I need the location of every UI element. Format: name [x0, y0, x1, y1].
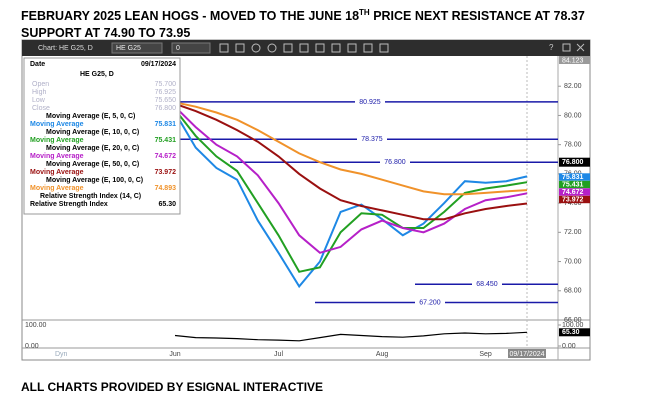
- interval: 0: [176, 45, 180, 52]
- ohlc-label: Close: [32, 105, 50, 112]
- value-tag-label: 75.831: [562, 174, 584, 181]
- x-label-box: [508, 349, 546, 358]
- rsi-tick-label: 100.00: [25, 322, 47, 329]
- level-label: 80.925: [359, 99, 381, 106]
- study-value: 74.893: [155, 185, 177, 192]
- title: PRICE NEXT RESISTANCE AT 78.37 SUPPORT A…: [21, 9, 585, 41]
- study-label: Relative Strength Index: [30, 201, 108, 208]
- y-tick-label: 68.00: [564, 288, 582, 295]
- y-tick-label: 66.00: [564, 317, 582, 324]
- footer: ALL CHARTS PROVIDED BY ESIGNAL INTERACTI…: [21, 380, 324, 394]
- study-value: 75.831: [155, 121, 177, 128]
- ohlc-label: High: [32, 89, 47, 96]
- study-label: Moving Average: [30, 169, 84, 176]
- value-tag: [559, 180, 590, 189]
- rsi-line: [174, 331, 528, 342]
- ma-line: [174, 111, 528, 289]
- help[interactable]: ?: [549, 43, 554, 52]
- ohlc-label: Low: [32, 97, 46, 104]
- value-tag-label: 74.672: [562, 189, 584, 196]
- ohlc-value: 75.700: [155, 81, 177, 88]
- rsi-tag: [559, 328, 590, 337]
- symbol: HE G25: [116, 45, 141, 52]
- title: FEBRUARY 2025 LEAN HOGS - MOVED TO THE J…: [21, 9, 360, 24]
- value-tag: [559, 188, 590, 196]
- level-label-bg: [472, 280, 502, 289]
- value-tag-label: 75.431: [562, 181, 584, 188]
- date-label: Date: [30, 61, 45, 68]
- level-label-bg: [355, 97, 385, 106]
- title-sup: TH: [359, 8, 370, 17]
- study-value: 75.431: [155, 137, 177, 144]
- level-label: 68.450: [476, 281, 498, 288]
- ma-line: [174, 108, 528, 273]
- rsi-tag-label: 65.30: [562, 329, 580, 336]
- study-label: Moving Average: [30, 185, 84, 192]
- symbol-box[interactable]: [111, 42, 163, 54]
- value-tag: [559, 173, 590, 181]
- study-value: 73.972: [155, 169, 177, 176]
- rsi-tick-label: 0.00: [25, 343, 39, 350]
- symbol: HE G25, D: [80, 71, 114, 78]
- study-label: Moving Average: [30, 137, 84, 144]
- level-label: 76.800: [384, 159, 406, 166]
- study-label: Moving Average: [30, 153, 84, 160]
- rsi-tick-label: 100.00: [562, 322, 584, 329]
- value-tag: [559, 195, 590, 204]
- study-name: Moving Average (E, 20, 0, C): [46, 145, 139, 152]
- x-tick-label: Jun: [169, 351, 180, 358]
- date: 09/17/2024: [141, 61, 176, 68]
- toolbar-icons: [219, 43, 585, 53]
- x-tick-label: Sep: [479, 351, 492, 358]
- plot: 66.0068.0070.0072.0074.0076.0078.0080.00…: [25, 83, 590, 358]
- study-value: 74.672: [155, 153, 177, 160]
- level-label-bg: [357, 135, 387, 144]
- y-tick-label: 72.00: [564, 229, 582, 236]
- y-tick-label: 78.00: [564, 142, 582, 149]
- ohlc-label: Open: [32, 81, 49, 88]
- ohlc-value: 76.925: [155, 89, 177, 96]
- ohlc-value: 75.650: [155, 97, 177, 104]
- study-label: Moving Average: [30, 121, 84, 128]
- y-tick-label: 80.00: [564, 112, 582, 119]
- header: FEBRUARY 2025 LEAN HOGS - MOVED TO THE J…: [21, 4, 646, 42]
- ma-line: [174, 105, 528, 254]
- study-name: Moving Average (E, 50, 0, C): [46, 161, 139, 168]
- study-name: Moving Average (E, 5, 0, C): [46, 113, 135, 120]
- level-label-bg: [380, 158, 410, 167]
- level-label: 78.375: [361, 136, 383, 143]
- price-tag-label: 76.800: [562, 159, 584, 166]
- x-tick-label: Aug: [376, 351, 389, 358]
- ohlc-value: 76.800: [155, 105, 177, 112]
- level-label-bg: [415, 298, 445, 307]
- info-panel: Date 09/17/2024 HE G25, D Open 75.700 High…: [23, 57, 181, 215]
- price-tag: [559, 157, 590, 167]
- level-label: 67.200: [419, 299, 441, 306]
- top-price: 84.123: [562, 57, 584, 64]
- dyn[interactable]: Dyn: [55, 351, 68, 358]
- window-title: Chart: HE G25, D: [38, 45, 93, 52]
- y-tick-label: 82.00: [564, 83, 582, 90]
- study-name: Relative Strength Index (14, C): [40, 193, 141, 200]
- y-tick-label: 70.00: [564, 258, 582, 265]
- ma-line: [174, 101, 528, 196]
- x-tick-label: Jul: [274, 351, 283, 358]
- rsi-tick-label: 0.00: [562, 343, 576, 350]
- y-tick-label: 74.00: [564, 200, 582, 207]
- top-price-tag: [559, 56, 590, 64]
- x-tick-label: 09/17/2024: [509, 351, 544, 358]
- interval-box[interactable]: [171, 42, 211, 54]
- study-name: Moving Average (E, 10, 0, C): [46, 129, 139, 136]
- study-value: 65.30: [158, 201, 176, 208]
- ma-line: [174, 102, 528, 221]
- study-name: Moving Average (E, 100, 0, C): [46, 177, 143, 184]
- value-tag-label: 73.972: [562, 196, 584, 203]
- toolbar: [22, 40, 590, 56]
